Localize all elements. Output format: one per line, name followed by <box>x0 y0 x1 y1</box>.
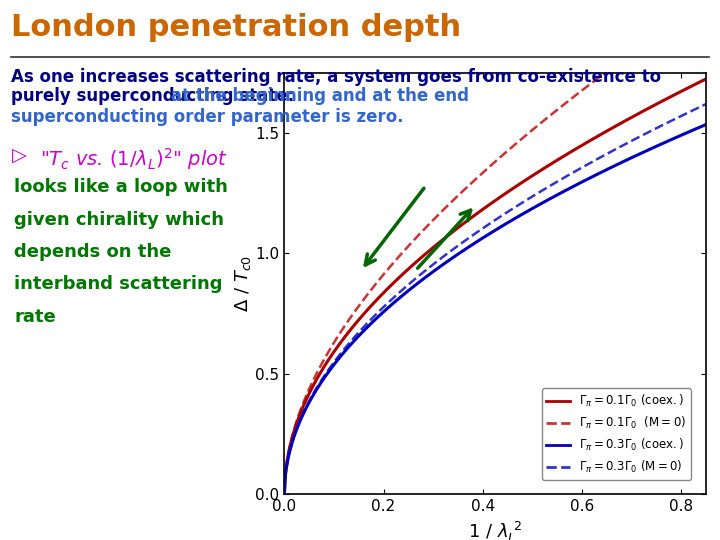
Text: London penetration depth: London penetration depth <box>11 14 461 43</box>
$\Gamma_\pi=0.3\Gamma_0\ (\mathrm{M=0})$ <box>280 491 289 497</box>
Text: rate: rate <box>14 308 56 326</box>
$\Gamma_\pi=0.1\Gamma_0\ (\mathrm{coex.})$ <box>280 491 289 497</box>
Text: interband scattering: interband scattering <box>14 275 223 293</box>
$\Gamma_\pi=0.3\Gamma_0\ (\mathrm{coex.})$ <box>388 300 397 307</box>
Line: $\Gamma_\pi=0.1\Gamma_0\ (\mathrm{coex.})$: $\Gamma_\pi=0.1\Gamma_0\ (\mathrm{coex.}… <box>284 79 706 494</box>
$\Gamma_\pi=0.1\Gamma_0\ \ (\mathrm{M=0})$ <box>388 260 397 267</box>
X-axis label: $1\ /\ \lambda_L^{\ 2}$: $1\ /\ \lambda_L^{\ 2}$ <box>468 519 522 540</box>
$\Gamma_\pi=0.1\Gamma_0\ (\mathrm{coex.})$ <box>388 280 397 287</box>
Line: $\Gamma_\pi=0.1\Gamma_0\ \ (\mathrm{M=0})$: $\Gamma_\pi=0.1\Gamma_0\ \ (\mathrm{M=0}… <box>284 2 706 494</box>
Line: $\Gamma_\pi=0.3\Gamma_0\ (\mathrm{coex.})$: $\Gamma_\pi=0.3\Gamma_0\ (\mathrm{coex.}… <box>284 125 706 494</box>
$\Gamma_\pi=0.3\Gamma_0\ (\mathrm{M=0})$ <box>562 173 570 180</box>
$\Gamma_\pi=0.1\Gamma_0\ \ (\mathrm{M=0})$ <box>701 0 710 5</box>
Text: "$\mathit{T_c}$ vs. $(1/\lambda_L)^2$" plot: "$\mathit{T_c}$ vs. $(1/\lambda_L)^2$" p… <box>40 146 228 172</box>
$\Gamma_\pi=0.1\Gamma_0\ (\mathrm{coex.})$ <box>562 152 570 158</box>
Y-axis label: $\Delta\ /\ T_{c0}$: $\Delta\ /\ T_{c0}$ <box>233 255 253 312</box>
$\Gamma_\pi=0.3\Gamma_0\ (\mathrm{coex.})$ <box>355 333 364 339</box>
$\Gamma_\pi=0.1\Gamma_0\ (\mathrm{coex.})$ <box>471 212 480 218</box>
$\Gamma_\pi=0.3\Gamma_0\ (\mathrm{coex.})$ <box>701 122 710 128</box>
Text: superconducting order parameter is zero.: superconducting order parameter is zero. <box>11 108 403 126</box>
$\Gamma_\pi=0.1\Gamma_0\ \ (\mathrm{M=0})$ <box>562 100 570 106</box>
$\Gamma_\pi=0.3\Gamma_0\ (\mathrm{M=0})$ <box>701 101 710 107</box>
$\Gamma_\pi=0.3\Gamma_0\ (\mathrm{coex.})$ <box>528 205 537 212</box>
$\Gamma_\pi=0.3\Gamma_0\ (\mathrm{coex.})$ <box>562 187 570 194</box>
$\Gamma_\pi=0.3\Gamma_0\ (\mathrm{M=0})$ <box>528 193 537 199</box>
$\Gamma_\pi=0.1\Gamma_0\ (\mathrm{coex.})$ <box>355 316 364 323</box>
Text: $\triangleright$: $\triangleright$ <box>11 146 28 165</box>
Legend: $\Gamma_\pi=0.1\Gamma_0\ \mathrm{(coex.)}$, $\Gamma_\pi=0.1\Gamma_0\ \ \mathrm{(: $\Gamma_\pi=0.1\Gamma_0\ \mathrm{(coex.)… <box>541 388 691 480</box>
$\Gamma_\pi=0.1\Gamma_0\ \ (\mathrm{M=0})$ <box>528 126 537 133</box>
$\Gamma_\pi=0.3\Gamma_0\ (\mathrm{coex.})$ <box>597 169 606 176</box>
$\Gamma_\pi=0.1\Gamma_0\ \ (\mathrm{M=0})$ <box>355 302 364 309</box>
Text: depends on the: depends on the <box>14 243 172 261</box>
$\Gamma_\pi=0.3\Gamma_0\ (\mathrm{M=0})$ <box>471 231 480 237</box>
$\Gamma_\pi=0.1\Gamma_0\ (\mathrm{coex.})$ <box>597 131 606 137</box>
Text: at the beginning and at the end: at the beginning and at the end <box>166 87 469 105</box>
$\Gamma_\pi=0.1\Gamma_0\ \ (\mathrm{M=0})$ <box>280 491 289 497</box>
$\Gamma_\pi=0.3\Gamma_0\ (\mathrm{M=0})$ <box>388 295 397 302</box>
Text: looks like a loop with: looks like a loop with <box>14 178 228 196</box>
Text: purely superconducting state:: purely superconducting state: <box>11 87 294 105</box>
$\Gamma_\pi=0.3\Gamma_0\ (\mathrm{M=0})$ <box>355 329 364 335</box>
Text: given chirality which: given chirality which <box>14 211 225 228</box>
$\Gamma_\pi=0.3\Gamma_0\ (\mathrm{coex.})$ <box>280 491 289 497</box>
$\Gamma_\pi=0.1\Gamma_0\ \ (\mathrm{M=0})$ <box>597 72 606 79</box>
$\Gamma_\pi=0.1\Gamma_0\ (\mathrm{coex.})$ <box>701 76 710 83</box>
$\Gamma_\pi=0.1\Gamma_0\ \ (\mathrm{M=0})$ <box>471 177 480 183</box>
$\Gamma_\pi=0.3\Gamma_0\ (\mathrm{coex.})$ <box>471 240 480 246</box>
Line: $\Gamma_\pi=0.3\Gamma_0\ (\mathrm{M=0})$: $\Gamma_\pi=0.3\Gamma_0\ (\mathrm{M=0})$ <box>284 104 706 494</box>
$\Gamma_\pi=0.3\Gamma_0\ (\mathrm{M=0})$ <box>597 153 606 160</box>
$\Gamma_\pi=0.1\Gamma_0\ (\mathrm{coex.})$ <box>528 172 537 179</box>
Text: As one increases scattering rate, a system goes from co-existence to: As one increases scattering rate, a syst… <box>11 68 661 85</box>
